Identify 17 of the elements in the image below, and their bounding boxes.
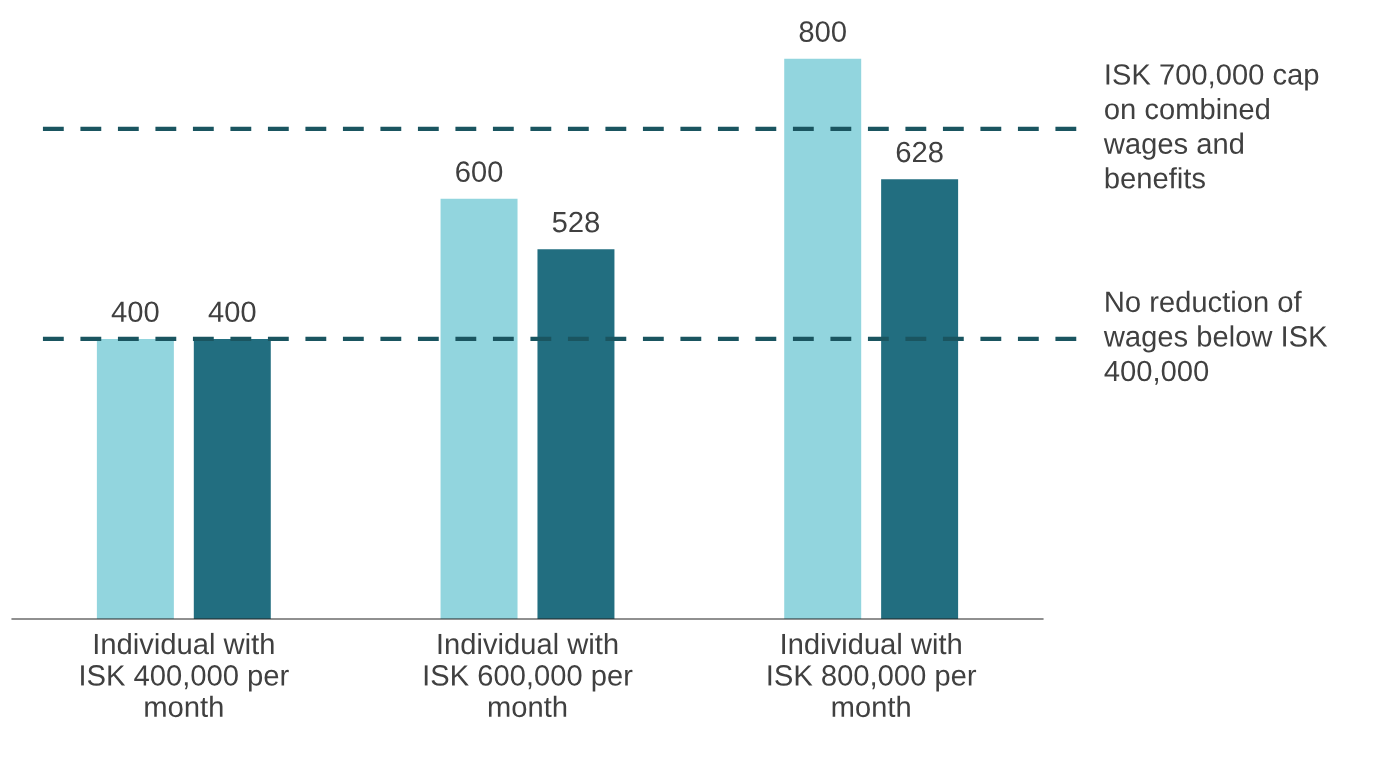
bar: [440, 198, 518, 619]
bar: [537, 249, 615, 619]
data-label: 528: [552, 211, 600, 233]
ref-line-label: ISK 700,000 cap on combined wages and benefits: [1103, 64, 1319, 189]
data-label: 400: [111, 301, 159, 323]
data-label: 400: [208, 301, 256, 323]
ref-line-label: No reduction of wages below ISK 400,000: [1103, 290, 1328, 385]
x-tick-label: Individual with ISK 400,000 per month: [81, 632, 289, 718]
bar: [881, 179, 959, 619]
data-label: 800: [799, 21, 846, 42]
bar: [784, 58, 862, 619]
bar: [193, 338, 271, 619]
bar: [96, 338, 174, 619]
data-label: 628: [896, 141, 943, 163]
x-tick-label: Individual with ISK 600,000 per month: [424, 632, 633, 718]
data-label: 600: [456, 161, 503, 182]
x-tick-label: Individual with ISK 800,000 per month: [768, 632, 977, 718]
